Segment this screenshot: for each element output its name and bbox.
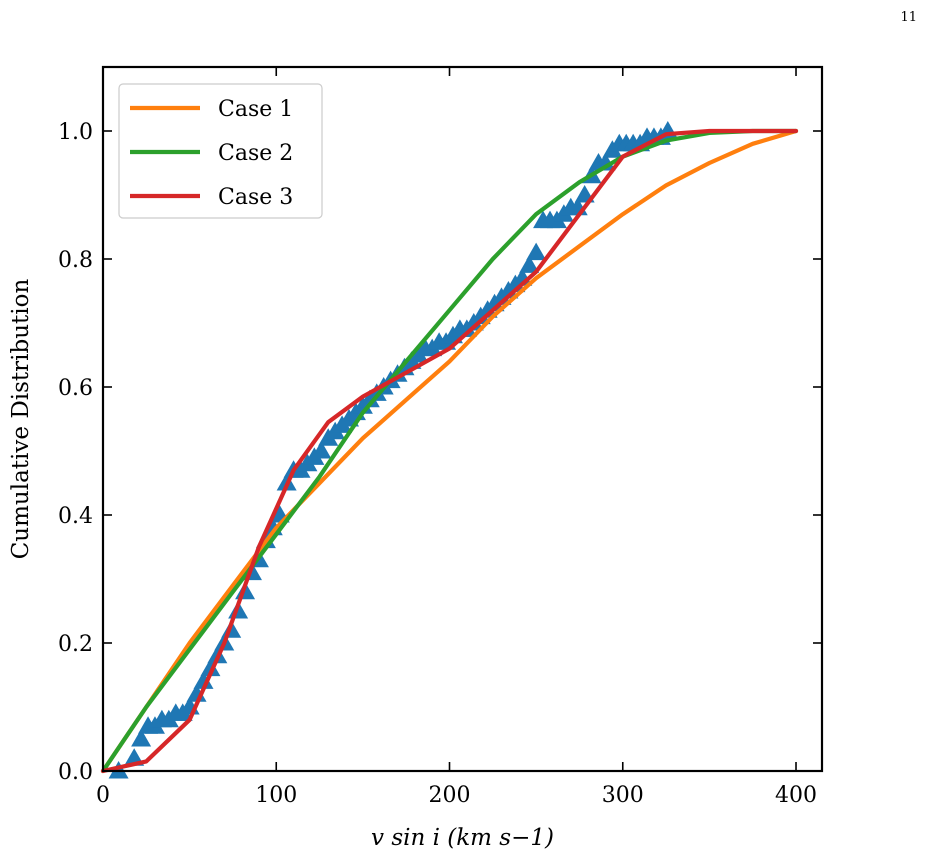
x-tick-label: 200 — [429, 783, 471, 808]
legend-label: Case 2 — [218, 141, 293, 166]
legend-box — [118, 83, 323, 219]
series-line-3 — [100, 128, 799, 774]
legend-label: Case 3 — [218, 185, 293, 210]
series-line-2 — [100, 128, 799, 774]
tick-labels-layer: 0 100 200 300 400 0.0 0.2 0.4 0.6 0.8 1.0 — [58, 120, 817, 808]
y-axis-label: Cumulative Distribution — [8, 279, 34, 560]
series-line-1 — [100, 128, 799, 774]
x-tick-label: 400 — [775, 783, 817, 808]
y-tick-label: 1.0 — [58, 120, 93, 145]
data-marker — [519, 255, 540, 273]
x-tick-label: 0 — [96, 783, 110, 808]
page-number: 11 — [900, 10, 917, 25]
data-marker — [526, 242, 547, 261]
x-axis-label: v sin i (km s−1) — [371, 825, 554, 851]
data-marker — [131, 729, 152, 747]
data-marker — [108, 761, 129, 779]
data-marker — [193, 671, 214, 689]
legend: Case 1 Case 2 Case 3 — [118, 83, 323, 219]
x-tick-label: 300 — [602, 783, 644, 808]
ticks-layer — [102, 67, 822, 772]
lines-layer — [100, 128, 799, 774]
x-tick-label: 100 — [255, 783, 297, 808]
data-marker — [200, 658, 221, 677]
y-tick-label: 0.4 — [58, 504, 93, 529]
legend-label: Case 1 — [218, 97, 293, 122]
y-tick-label: 0.6 — [58, 376, 93, 401]
plot-frame — [101, 65, 824, 773]
markers-layer — [108, 121, 678, 779]
data-marker — [311, 441, 332, 459]
y-tick-label: 0.8 — [58, 248, 93, 273]
y-tick-label: 0.2 — [58, 632, 93, 657]
y-tick-label: 0.0 — [58, 760, 93, 785]
